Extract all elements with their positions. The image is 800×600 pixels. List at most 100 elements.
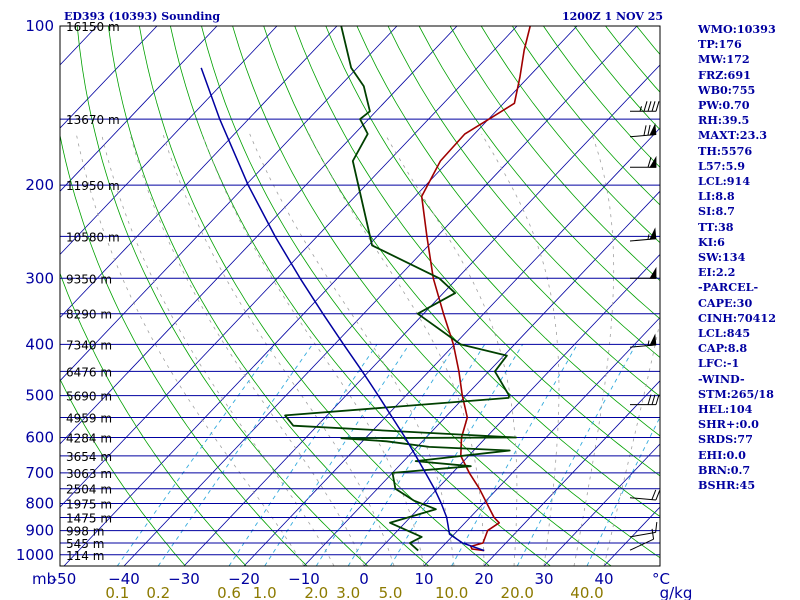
height-label: 3063 m bbox=[66, 467, 112, 481]
moist-adiabat-line bbox=[308, 133, 485, 566]
isotherm-line bbox=[543, 443, 660, 566]
barb-feather bbox=[647, 394, 652, 405]
isotherm-line bbox=[483, 380, 660, 566]
temperature-axis-labels: mb-50 −40 −30 −20 −10 0 10 20 30 40 °C bbox=[32, 570, 670, 588]
height-label: 545 m bbox=[66, 537, 104, 551]
dry-adiabat-line bbox=[60, 378, 186, 566]
isotherm-line bbox=[123, 26, 638, 566]
mixing-ratio-line bbox=[264, 344, 410, 566]
barb-flag bbox=[649, 155, 657, 168]
isotherm-line bbox=[60, 26, 458, 445]
temperature-tick-label: 40 bbox=[594, 570, 613, 588]
barb-shaft bbox=[629, 497, 656, 501]
dry-adiabat-line bbox=[232, 26, 660, 559]
height-label: 1975 m bbox=[66, 498, 112, 512]
height-label: 3654 m bbox=[66, 450, 112, 464]
temperature-tick-label: -50 bbox=[52, 570, 77, 588]
mixing-ratio-label: 0.2 bbox=[146, 584, 170, 600]
index-item: WMO:10393 bbox=[698, 22, 776, 36]
isotherm-line bbox=[63, 26, 578, 566]
moist-adiabat-line bbox=[384, 133, 518, 566]
index-item: SRDS:77 bbox=[698, 432, 753, 447]
dry-adiabat-line bbox=[449, 26, 660, 282]
barb-half-feather bbox=[647, 234, 650, 240]
pressure-axis-labels: 100 200 300 400 500 600 700 800 900 1000 bbox=[16, 17, 54, 564]
barb-flag bbox=[649, 333, 657, 346]
plot-frame bbox=[59, 25, 661, 567]
index-item: TT:38 bbox=[698, 219, 734, 234]
isotherm-line bbox=[60, 26, 398, 382]
index-item: STM:265/18 bbox=[698, 386, 774, 401]
height-label: 16150 m bbox=[66, 20, 120, 34]
index-item: LCL:845 bbox=[698, 326, 751, 341]
dry-adiabat-line bbox=[418, 26, 660, 320]
isotherm-line bbox=[423, 316, 660, 566]
isotherm-line bbox=[60, 26, 518, 508]
barb-feather bbox=[651, 101, 656, 112]
mixing-ratio-label: 40.0 bbox=[570, 584, 603, 600]
dry-adiabat-line bbox=[387, 26, 660, 359]
height-label: 2504 m bbox=[66, 483, 112, 497]
mixing-ratio-label: 10.0 bbox=[435, 584, 468, 600]
background-grid bbox=[0, 26, 660, 566]
temperature-tick-label: 10 bbox=[414, 570, 433, 588]
height-label: 1475 m bbox=[66, 511, 112, 525]
barb-feather bbox=[655, 101, 660, 112]
index-item: SW:134 bbox=[698, 250, 746, 265]
barb-shaft bbox=[629, 531, 656, 538]
isotherm-line bbox=[0, 26, 37, 566]
temperature-tick-label: −30 bbox=[168, 570, 200, 588]
wind-barb bbox=[629, 227, 657, 242]
index-item: MAXT:23.3 bbox=[698, 128, 768, 143]
pressure-tick-label: 200 bbox=[25, 176, 54, 194]
isotherm-line bbox=[60, 26, 278, 256]
moist-adiabat-line bbox=[481, 133, 560, 566]
temperature-tick-label: 20 bbox=[474, 570, 493, 588]
pressure-tick-label: 800 bbox=[25, 495, 54, 513]
barb-shaft bbox=[629, 538, 654, 551]
mixing-ratio-line bbox=[116, 344, 276, 566]
isotherm-line bbox=[303, 190, 660, 566]
valid-time: 1200Z 1 NOV 25 bbox=[562, 10, 664, 23]
height-label: 7340 m bbox=[66, 338, 112, 352]
index-item: -WIND- bbox=[698, 371, 745, 386]
index-item: -PARCEL- bbox=[698, 280, 759, 295]
mixing-ratio-unit-label: g/kg bbox=[660, 584, 693, 600]
height-labels: 16150 m 13670 m 11950 m 10580 m 9350 m 8290 m… bbox=[66, 20, 120, 563]
barb-feather bbox=[655, 521, 658, 533]
wind-barb bbox=[629, 489, 661, 501]
moist-adiabat-line bbox=[249, 133, 455, 566]
parcel-trace bbox=[200, 67, 485, 552]
pressure-tick-label: 600 bbox=[25, 428, 54, 446]
index-item: RH:39.5 bbox=[698, 113, 750, 128]
dry-adiabat-line bbox=[170, 26, 551, 566]
mixing-ratio-label: 1.0 bbox=[253, 584, 277, 600]
barb-feather bbox=[647, 157, 652, 168]
index-item: BRN:0.7 bbox=[698, 462, 751, 477]
height-label: 114 m bbox=[66, 549, 104, 563]
dry-adiabat-line bbox=[107, 26, 429, 566]
moist-adiabat-line bbox=[162, 133, 395, 566]
mixing-ratio-label: 2.0 bbox=[304, 584, 328, 600]
moist-adiabat-line bbox=[101, 133, 335, 566]
height-label: 998 m bbox=[66, 525, 104, 539]
mixing-ratio-label: 20.0 bbox=[501, 584, 534, 600]
dry-adiabat-line bbox=[356, 26, 660, 398]
dry-adiabat-line bbox=[139, 26, 490, 566]
sounding-traces bbox=[200, 26, 531, 552]
dry-adiabat-line bbox=[76, 26, 369, 566]
barb-feather bbox=[655, 394, 660, 405]
wind-barb bbox=[630, 155, 657, 168]
index-item: LI:8.8 bbox=[698, 189, 735, 204]
temperature-trace bbox=[420, 26, 531, 552]
height-label: 8290 m bbox=[66, 308, 112, 322]
moist-adiabat-line bbox=[573, 133, 615, 566]
moist-adiabat-line bbox=[603, 320, 660, 566]
index-item: FRZ:691 bbox=[698, 67, 751, 82]
dry-adiabat-line bbox=[60, 272, 247, 566]
height-label: 11950 m bbox=[66, 179, 120, 193]
barb-flag bbox=[649, 227, 657, 240]
wind-barb bbox=[630, 266, 657, 279]
temperature-tick-label: −20 bbox=[228, 570, 260, 588]
mixing-ratio-line bbox=[315, 344, 457, 566]
